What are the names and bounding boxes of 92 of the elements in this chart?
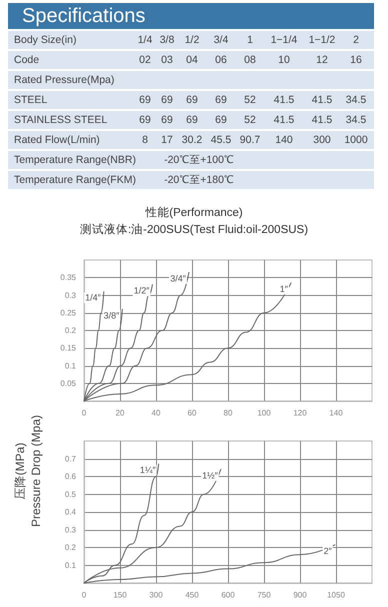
x-tick-label: 60	[188, 408, 197, 418]
text: 06	[214, 54, 228, 66]
text: 2	[352, 34, 360, 46]
x-tick-label: 0	[82, 408, 87, 418]
text: -20℃至+180℃	[163, 173, 235, 187]
text: Temperature Range(NBR)	[13, 154, 136, 166]
x-tick-label: 0	[82, 590, 87, 600]
x-tick-label: 1050	[327, 590, 346, 600]
x-tick-label: 80	[224, 408, 233, 418]
text: 1000	[343, 134, 369, 146]
text: 1−1/4	[270, 34, 298, 46]
x-tick-label: 300	[149, 590, 164, 600]
x-tick-label: 450	[185, 590, 200, 600]
text: 140	[274, 134, 294, 146]
x-tick-label: 40	[152, 408, 161, 418]
text: 17	[160, 134, 174, 146]
text: 69	[160, 114, 174, 126]
text: 16	[349, 54, 363, 66]
y-tick-label: 0.05	[60, 378, 77, 388]
text: Specifications	[8, 3, 374, 29]
text: 52	[243, 94, 257, 106]
text: 69	[185, 114, 199, 126]
series-label: 1½″	[202, 470, 219, 480]
text: Temperature Range(FKM)	[13, 174, 136, 186]
text: 3/8	[158, 34, 176, 46]
y-tick-label: 0.2	[64, 326, 77, 335]
series-label: 3/4″	[170, 273, 187, 284]
text: 41.5	[272, 114, 296, 126]
text: 04	[185, 54, 199, 66]
text: 41.5	[310, 114, 334, 126]
chart-subtitle: 测试液体:油-200SUS(Test Fluid:oil-200SUS)	[78, 222, 310, 238]
text: 8	[141, 134, 149, 146]
text: 1/2	[184, 34, 200, 46]
y-tick-label: 0.25	[60, 308, 77, 318]
y-tick-label: 0.1	[64, 361, 77, 370]
text: 69	[138, 114, 152, 126]
x-tick-label: 600	[221, 590, 236, 600]
text: Code	[13, 54, 40, 66]
series-label: 1/2″	[134, 286, 150, 296]
series-label: 3/8″	[104, 310, 120, 320]
x-tick-label: 750	[257, 590, 272, 600]
series-label: 1/4″	[85, 292, 102, 303]
text: Rated Flow(L/min)	[13, 134, 101, 146]
y-tick-label: 0.3	[64, 525, 77, 534]
y-tick-label: 0.6	[64, 472, 77, 481]
text: STAINLESS STEEL	[13, 114, 108, 126]
series-label: 2″	[324, 546, 333, 556]
text: 52	[243, 114, 257, 126]
text: STEEL	[13, 94, 48, 106]
x-tick-label: 140	[329, 408, 344, 418]
y-tick-label: 0.7	[64, 454, 77, 464]
series-label: 1¼″	[140, 465, 156, 476]
x-tick-label: 20	[116, 408, 125, 418]
x-tick-label: 900	[293, 590, 308, 600]
text: 3/4	[212, 34, 230, 46]
text: 1−1/2	[308, 34, 336, 46]
text: 41.5	[272, 94, 296, 106]
text: -20℃至+100℃	[163, 153, 235, 167]
y-tick-label: 0.3	[64, 290, 77, 300]
text: 10	[277, 54, 291, 66]
text: Body Size(in)	[13, 34, 78, 46]
text: 69	[214, 114, 228, 126]
x-tick-label: 100	[257, 408, 272, 418]
text: 69	[185, 94, 199, 106]
y-tick-label: 0.15	[60, 344, 77, 353]
text: 08	[243, 54, 257, 66]
x-tick-label: 150	[113, 590, 128, 600]
text: 34.5	[344, 114, 368, 126]
text: 41.5	[310, 94, 334, 106]
series-label: 1″	[280, 284, 289, 294]
text: 300	[312, 134, 332, 146]
y-tick-label: 0.5	[64, 490, 77, 499]
text: 1/4	[136, 34, 154, 46]
text: 02	[138, 54, 152, 66]
text: 12	[315, 54, 329, 66]
y-tick-label: 0.35	[60, 273, 77, 282]
y-tick-label: 0.4	[64, 508, 77, 516]
text: 69	[160, 94, 174, 106]
y-tick-label: 0.2	[64, 543, 77, 552]
y-tick-label: 0.1	[64, 560, 77, 570]
text: 03	[160, 54, 174, 66]
text: 45.5	[210, 134, 232, 146]
text: 30.2	[180, 134, 204, 146]
text: 34.5	[344, 94, 368, 106]
x-tick-label: 120	[293, 408, 308, 418]
text: 90.7	[238, 134, 262, 146]
text: 1	[246, 34, 254, 46]
y-axis-title: 压降(MPa) Pressure Drop (Mpa)	[12, 414, 44, 530]
text: 69	[138, 94, 152, 106]
text: Rated Pressure(Mpa)	[13, 74, 116, 86]
chart-title: 性能(Performance)	[144, 206, 244, 221]
text: 69	[214, 94, 228, 106]
